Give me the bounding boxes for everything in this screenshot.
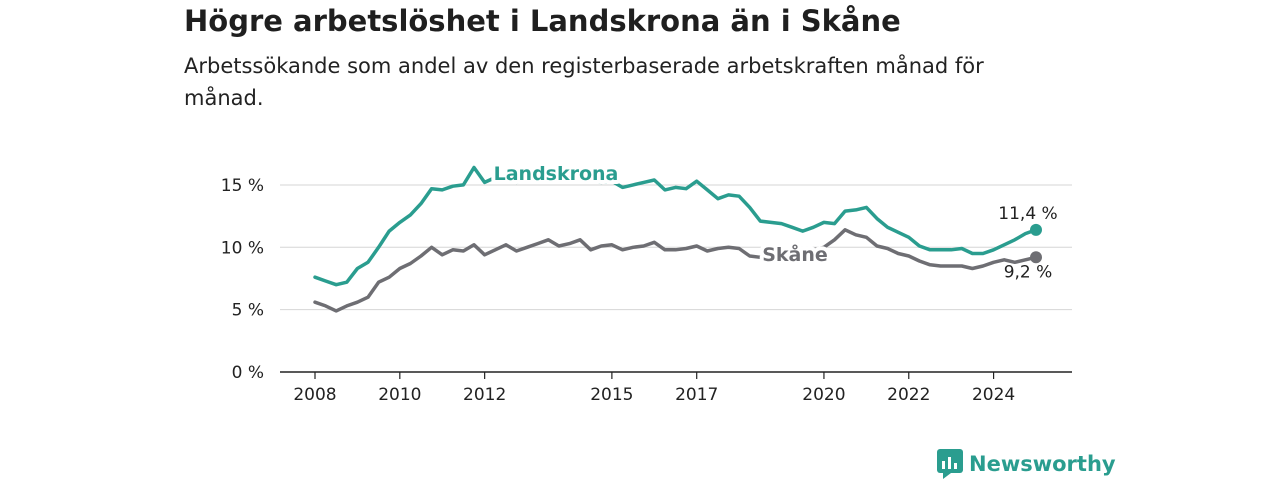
series-label: Landskrona <box>494 163 619 185</box>
series-end-point <box>1030 223 1042 236</box>
x-tick-label: 2008 <box>293 385 336 405</box>
series-label: Skåne <box>762 242 828 266</box>
y-tick-label: 15 % <box>221 176 264 196</box>
y-tick-label: 0 % <box>232 363 264 383</box>
series-end-label: 11,4 % <box>998 204 1057 224</box>
chart-subtitle: Arbetssökande som andel av den registerb… <box>184 54 984 110</box>
series-line-sk-ne <box>313 228 1038 313</box>
series-end-label: 9,2 % <box>1004 262 1053 282</box>
series-end-point <box>1030 251 1042 264</box>
y-tick-label: 10 % <box>221 238 264 258</box>
x-tick-label: 2020 <box>802 385 845 405</box>
series-label-halo: Landskrona <box>494 163 619 185</box>
newsworthy-logo: Newsworthy <box>937 449 1116 479</box>
newsworthy-chart-icon <box>937 449 963 479</box>
series-line-landskrona <box>313 165 1038 287</box>
x-tick-label: 2010 <box>378 385 421 405</box>
brand-name: Newsworthy <box>969 452 1116 476</box>
x-tick-label: 2012 <box>463 385 506 405</box>
x-tick-label: 2015 <box>590 385 633 405</box>
x-tick-label: 2022 <box>887 385 930 405</box>
x-tick-label: 2017 <box>675 385 718 405</box>
chart-title: Högre arbetslöshet i Landskrona än i Skå… <box>184 4 901 38</box>
y-tick-label: 5 % <box>232 301 264 321</box>
series-label-halo: Skåne <box>762 242 828 266</box>
x-tick-label: 2024 <box>972 385 1015 405</box>
